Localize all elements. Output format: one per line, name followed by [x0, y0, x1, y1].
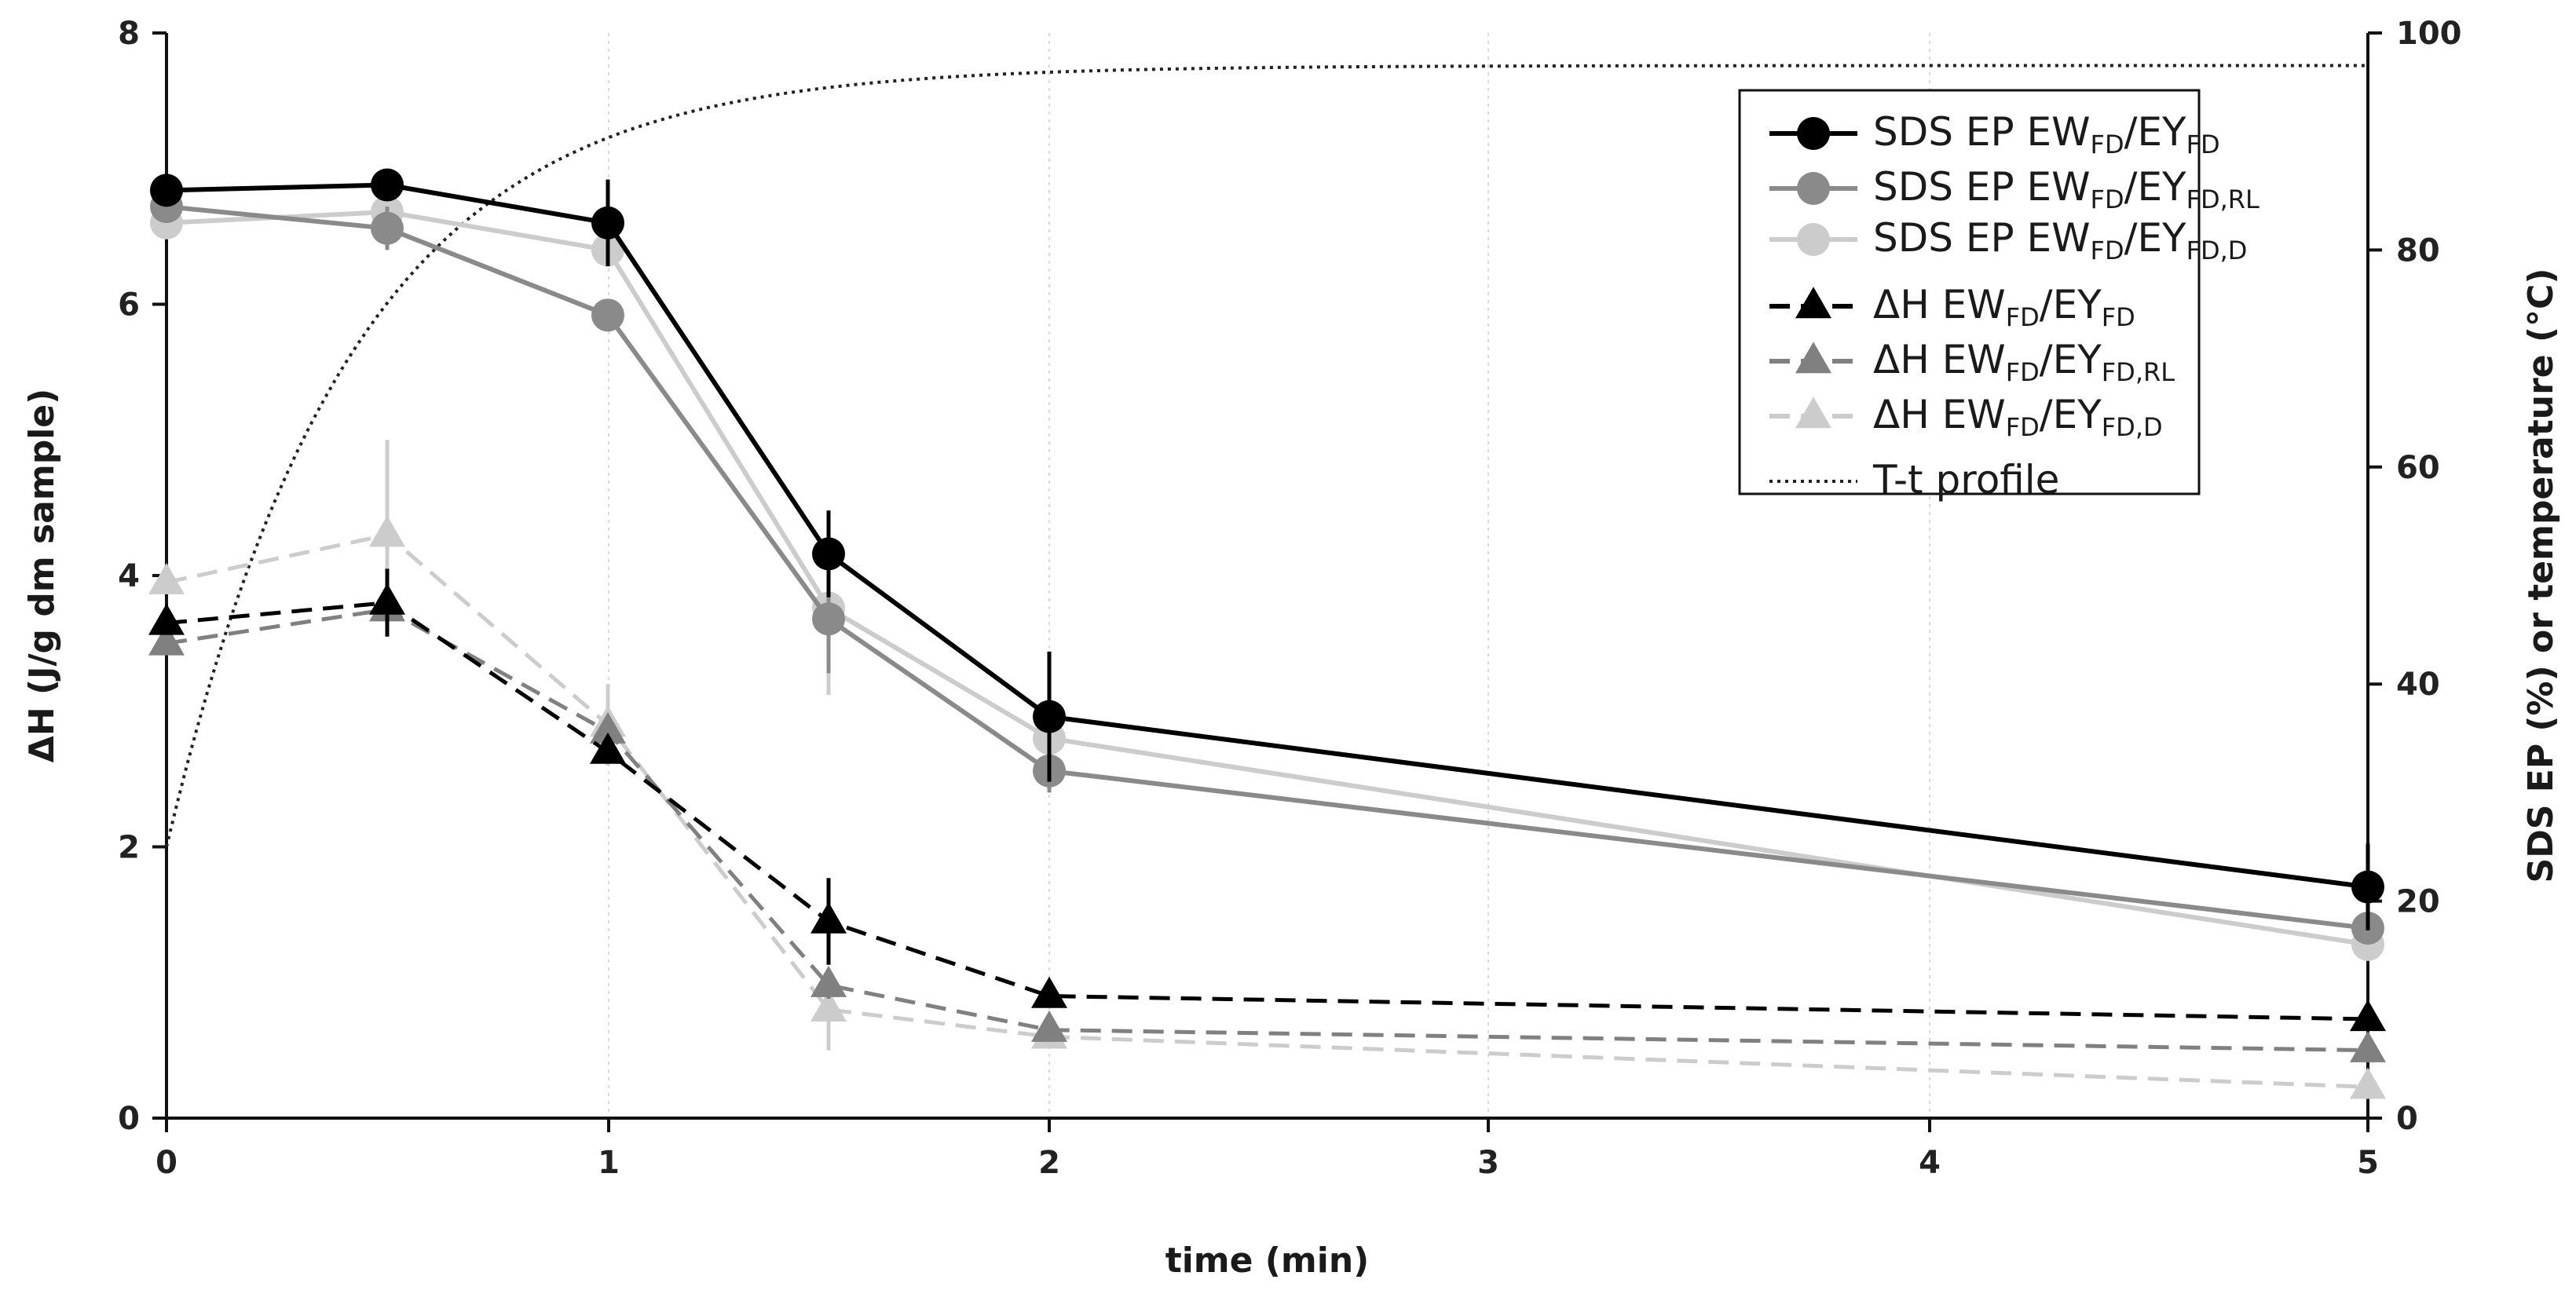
- y-tick-label-left: 0: [118, 1101, 140, 1137]
- data-point-sds_fdrl: [812, 602, 845, 635]
- data-point-dh_fd: [148, 604, 185, 635]
- legend-label-sds_fd: SDS EP EWFD/EYFD: [1873, 109, 2220, 159]
- y-tick-label-right: 20: [2396, 884, 2440, 920]
- data-point-dh_fdrl: [2350, 1031, 2386, 1062]
- data-point-sds_fd: [150, 174, 183, 207]
- x-tick-label: 1: [598, 1145, 620, 1181]
- x-tick-label: 2: [1038, 1145, 1060, 1181]
- series-dh_fd: [148, 568, 2386, 1031]
- series-line-dh_fd: [166, 603, 2368, 1019]
- data-point-dh_fd: [369, 583, 405, 615]
- data-point-dh_fd: [2350, 1000, 2386, 1031]
- series-line-dh_fdd: [166, 535, 2368, 1087]
- legend-label-sds_fdrl: SDS EP EWFD/EYFD,RL: [1873, 164, 2259, 214]
- y-tick-label-right: 60: [2396, 450, 2440, 486]
- data-point-sds_fd: [812, 537, 845, 570]
- y-tick-label-right: 100: [2396, 16, 2462, 52]
- y-axis-right-title: SDS EP (%) or temperature (°C): [2521, 269, 2561, 883]
- data-point-dh_fd: [810, 902, 847, 934]
- data-point-sds_fd: [2351, 871, 2384, 904]
- y-axis-left-title: ΔH (J/g dm sample): [22, 389, 62, 762]
- y-tick-label-left: 2: [118, 830, 140, 866]
- data-point-sds_fd: [591, 207, 624, 239]
- y-tick-label-right: 0: [2396, 1101, 2418, 1137]
- x-axis-title: time (min): [1165, 1241, 1370, 1281]
- y-tick-label-left: 8: [118, 16, 140, 52]
- data-point-dh_fdd: [2350, 1067, 2386, 1098]
- y-tick-label-left: 6: [118, 287, 140, 324]
- data-point-sds_fdrl: [371, 212, 404, 245]
- data-point-sds_fd: [1033, 700, 1066, 733]
- chart: 024680204060801000 1 2 3 4 5time (min)ΔH (J/g…: [0, 0, 2576, 1294]
- x-tick-label: 4: [1919, 1145, 1941, 1181]
- legend-label-dh_fd: ΔH EWFD/EYFD: [1873, 282, 2135, 332]
- data-point-sds_fd: [371, 168, 404, 201]
- x-tick-label: 0: [156, 1145, 177, 1181]
- y-tick-label-right: 40: [2396, 667, 2440, 703]
- legend-marker-sds_fd: [1797, 117, 1830, 150]
- x-tick-label: 5: [2357, 1145, 2379, 1181]
- legend-marker-sds_fdd: [1797, 223, 1830, 256]
- data-point-dh_fdd: [369, 515, 405, 546]
- legend-marker-sds_fdrl: [1797, 172, 1830, 205]
- y-tick-label-left: 4: [118, 558, 140, 594]
- legend-label-tt_profile: T-t profile: [1872, 457, 2059, 503]
- series-dh_fdd: [148, 440, 2386, 1098]
- y-tick-label-right: 80: [2396, 232, 2440, 269]
- x-tick-label: 3: [1477, 1145, 1499, 1181]
- series-dh_fdrl: [148, 590, 2386, 1062]
- data-point-sds_fdrl: [591, 298, 624, 331]
